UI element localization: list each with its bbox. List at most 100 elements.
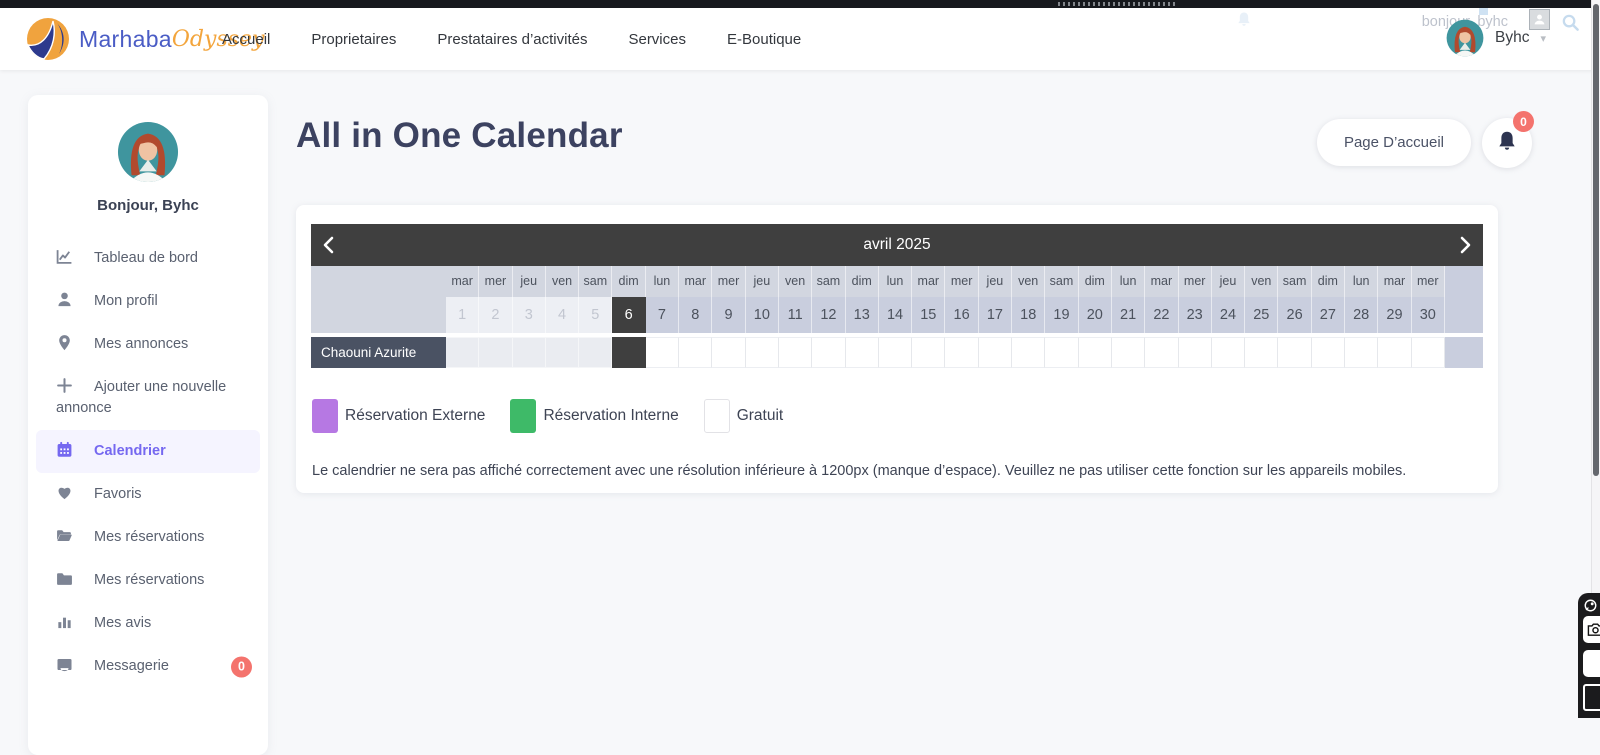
white-swatch-button[interactable] [1583, 650, 1600, 677]
browser-top-strip [0, 0, 1600, 8]
weekday-cell: lun [1111, 266, 1146, 297]
availability-cell[interactable] [679, 337, 713, 368]
availability-cell[interactable] [1111, 337, 1146, 368]
availability-cell[interactable] [745, 337, 779, 368]
nav-link[interactable]: E-Boutique [727, 30, 802, 48]
weekday-cell: jeu [745, 266, 779, 297]
availability-cell[interactable] [1345, 337, 1379, 368]
avatar-placeholder-icon [1529, 9, 1550, 30]
row-filler [1444, 297, 1483, 333]
nav-link[interactable]: Prestataires d’activités [437, 30, 588, 48]
availability-cell [579, 337, 613, 368]
calendar-month-label: avril 2025 [863, 236, 931, 253]
availability-cell[interactable] [812, 337, 846, 368]
nav-link[interactable]: Accueil [222, 30, 271, 48]
property-rows: Chaouni Azurite [311, 337, 1483, 368]
availability-cell[interactable] [1078, 337, 1112, 368]
date-cell: 12 [812, 297, 846, 333]
availability-cell[interactable] [1245, 337, 1279, 368]
availability-cell[interactable] [878, 337, 913, 368]
folder-open-icon [56, 527, 73, 544]
brand-logo[interactable]: Marhaba Odyssey [26, 17, 264, 61]
availability-cell[interactable] [712, 337, 746, 368]
availability-cell[interactable] [645, 337, 680, 368]
sidebar-item-mon-profil[interactable]: Mon profil [28, 280, 268, 323]
main-nav: Accueil Proprietaires Prestataires d’activ… [222, 8, 801, 70]
chevron-right-icon[interactable] [1449, 224, 1483, 266]
date-cell: 24 [1211, 297, 1246, 333]
nav-link[interactable]: Proprietaires [311, 30, 397, 48]
date-cell: 8 [679, 297, 713, 333]
date-cell: 30 [1411, 297, 1445, 333]
bell-icon [1494, 129, 1520, 158]
chevron-left-icon[interactable] [311, 224, 345, 266]
date-row-label-spacer [311, 297, 446, 333]
availability-cell[interactable] [1178, 337, 1212, 368]
search-icon[interactable] [1561, 13, 1580, 37]
sidebar-item-label: Messagerie [94, 658, 169, 674]
availability-cell[interactable] [778, 337, 813, 368]
availability-cell[interactable] [945, 337, 979, 368]
weekday-cell: mer [1411, 266, 1445, 297]
profile-avatar [117, 121, 179, 183]
sidebar-item-mes-avis[interactable]: Mes avis [28, 602, 268, 645]
availability-cell[interactable] [978, 337, 1013, 368]
page-title: All in One Calendar [296, 116, 623, 155]
sidebar-item-mes-annonces[interactable]: Mes annonces [28, 323, 268, 366]
date-cell: 22 [1145, 297, 1179, 333]
folder-icon [56, 570, 73, 587]
date-cell: 4 [545, 297, 580, 333]
availability-cell[interactable] [912, 337, 946, 368]
legend-label: Réservation Interne [543, 407, 679, 424]
availability-cell[interactable] [612, 337, 646, 368]
date-cell: 13 [845, 297, 879, 333]
availability-cell [479, 337, 513, 368]
sidebar-greeting: Bonjour, Byhc [97, 197, 199, 214]
camera-button[interactable] [1583, 616, 1600, 643]
sidebar-item-mes-r-servations[interactable]: Mes réservations [28, 559, 268, 602]
sidebar-item-label: Tableau de bord [94, 250, 198, 266]
weekday-cell: mer [1178, 266, 1212, 297]
sidebar-item-tableau-de-bord[interactable]: Tableau de bord [28, 237, 268, 280]
user-menu[interactable]: Byhc ▾ [1446, 19, 1546, 57]
availability-cell[interactable] [1311, 337, 1346, 368]
weekday-cell: dim [612, 266, 646, 297]
rocket-icon[interactable] [1583, 598, 1598, 613]
weekday-cell: ven [1245, 266, 1279, 297]
availability-cell[interactable] [1378, 337, 1412, 368]
row-gap [311, 333, 1483, 337]
availability-cell[interactable] [845, 337, 879, 368]
brand-name-primary: Marhaba [79, 25, 172, 52]
outline-swatch-button[interactable] [1583, 684, 1600, 711]
sidebar-item-ajouter-une-nouvelle-annonce[interactable]: Ajouter une nouvelle annonce [28, 366, 268, 430]
user-icon [56, 291, 73, 308]
weekday-cell: mer [479, 266, 513, 297]
availability-cell[interactable] [1012, 337, 1046, 368]
calendar-legend: Réservation Externe Réservation Interne Gr… [312, 399, 808, 433]
home-page-button[interactable]: Page D’accueil [1316, 119, 1471, 166]
scrollbar-track[interactable] [1591, 0, 1600, 718]
availability-cell[interactable] [1145, 337, 1179, 368]
sidebar-item-label: Favoris [94, 486, 142, 502]
availability-cell[interactable] [1045, 337, 1079, 368]
weekday-cell: mer [712, 266, 746, 297]
availability-cell[interactable] [1411, 337, 1445, 368]
nav-link[interactable]: Services [628, 30, 686, 48]
sidebar-item-label: Mes avis [94, 615, 152, 631]
date-header-row: 1 2 3 4 5 6 7 8 9 10 11 12 13 14 15 16 17 18 19 20 21 22 23 24 2… [311, 297, 1483, 333]
ghost-chip [1479, 2, 1488, 15]
sidebar-item-favoris[interactable]: Favoris [28, 473, 268, 516]
calendar-card: avril 2025 mar mer jeu ven sam dim lun mar mer je… [296, 205, 1498, 493]
sidebar-item-messagerie[interactable]: Messagerie 0 [28, 645, 268, 688]
availability-cell[interactable] [1211, 337, 1246, 368]
sidebar-item-mes-r-servations[interactable]: Mes réservations [28, 516, 268, 559]
weekday-cell: dim [1311, 266, 1346, 297]
weekday-cell: sam [1278, 266, 1312, 297]
weekday-cell: mar [679, 266, 713, 297]
scrollbar-thumb[interactable] [1593, 4, 1599, 476]
sidebar-item-calendrier[interactable]: Calendrier [36, 430, 260, 473]
availability-cell[interactable] [1278, 337, 1312, 368]
date-cell: 11 [778, 297, 813, 333]
legend-swatch [312, 399, 338, 433]
weekday-cell: mar [912, 266, 946, 297]
